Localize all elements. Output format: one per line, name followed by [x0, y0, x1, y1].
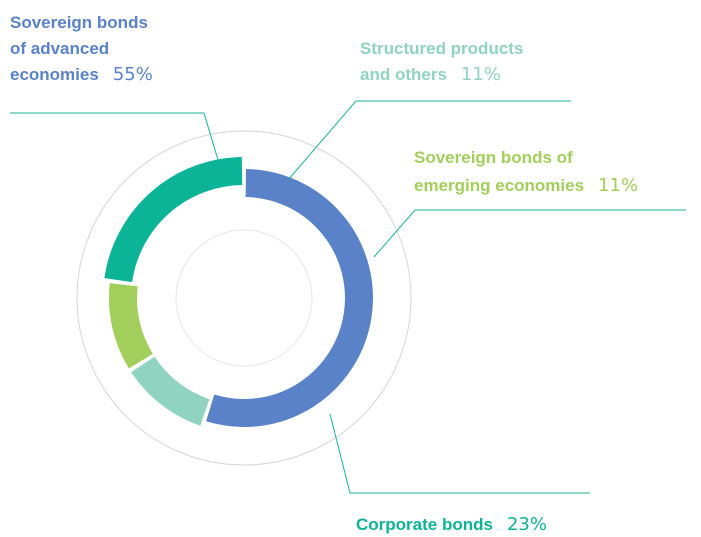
inner-circle	[175, 229, 313, 367]
donut-segment-2	[131, 356, 210, 426]
segment-percent: 11%	[461, 64, 501, 85]
segment-name-line: of advanced	[10, 39, 109, 58]
outer-ring	[76, 130, 412, 466]
segment-name-line: Corporate bonds	[356, 515, 493, 534]
donut-segment-1	[206, 169, 373, 427]
segment-name-line: Sovereign bonds of	[414, 148, 573, 167]
segment-name-line: emerging economies	[414, 176, 584, 195]
segment-label-4: Corporate bonds 23%	[356, 514, 547, 535]
leader-line-3	[373, 209, 686, 258]
segment-name-line: economies	[10, 65, 99, 84]
segment-name-line: and others	[360, 65, 447, 84]
segment-percent: 55%	[113, 64, 153, 85]
segment-percent: 23%	[507, 514, 547, 535]
segment-label-1: Sovereign bonds of advanced economies 55%	[10, 13, 153, 85]
donut-segment-3	[109, 283, 153, 369]
segment-percent: 11%	[598, 175, 638, 196]
leader-line-4	[329, 413, 590, 494]
leader-line-2	[287, 100, 571, 181]
donut-segments	[104, 157, 373, 427]
leader-lines	[10, 100, 686, 494]
donut-segment-4	[104, 157, 243, 283]
segment-label-3: Sovereign bonds of emerging economies 11%	[414, 148, 638, 196]
segment-label-2: Structured products and others 11%	[360, 39, 523, 85]
segment-name-line: Sovereign bonds	[10, 13, 148, 32]
segment-name-line: Structured products	[360, 39, 523, 58]
leader-line-1	[10, 112, 222, 171]
segment-labels: Sovereign bonds of advanced economies 55% St…	[10, 13, 638, 535]
